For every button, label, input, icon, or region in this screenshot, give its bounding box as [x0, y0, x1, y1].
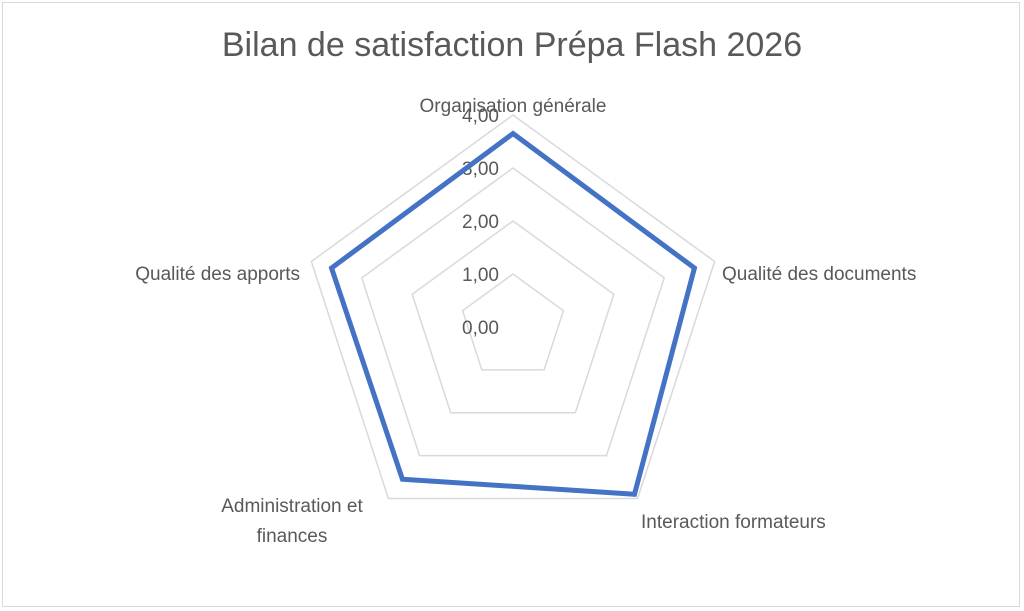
- series-line: [328, 130, 698, 497]
- tick-label: 4,00: [462, 106, 499, 127]
- grid-ring-2: [411, 220, 615, 414]
- tick-label: 0,00: [462, 318, 499, 339]
- axis-label-5: Qualité des apports: [135, 264, 300, 285]
- axis-label-4: Administration et finances: [221, 496, 363, 547]
- radar-grid: [310, 114, 716, 500]
- radar-ticks: 0,001,002,003,004,00: [462, 106, 499, 339]
- grid-ring-4: [310, 114, 716, 500]
- axis-label-3: Interaction formateurs: [641, 512, 826, 533]
- chart-title: Bilan de satisfaction Prépa Flash 2026: [221, 26, 803, 64]
- radar-axis-labels: Organisation générale Qualité des documen…: [135, 96, 916, 547]
- tick-label: 1,00: [462, 265, 499, 286]
- tick-label: 2,00: [462, 212, 499, 233]
- axis-label-1: Organisation générale: [420, 96, 607, 117]
- grid-ring-3: [360, 167, 666, 457]
- grid-ring-1: [461, 273, 565, 371]
- radar-series: [328, 130, 698, 497]
- axis-label-2: Qualité des documents: [722, 264, 916, 285]
